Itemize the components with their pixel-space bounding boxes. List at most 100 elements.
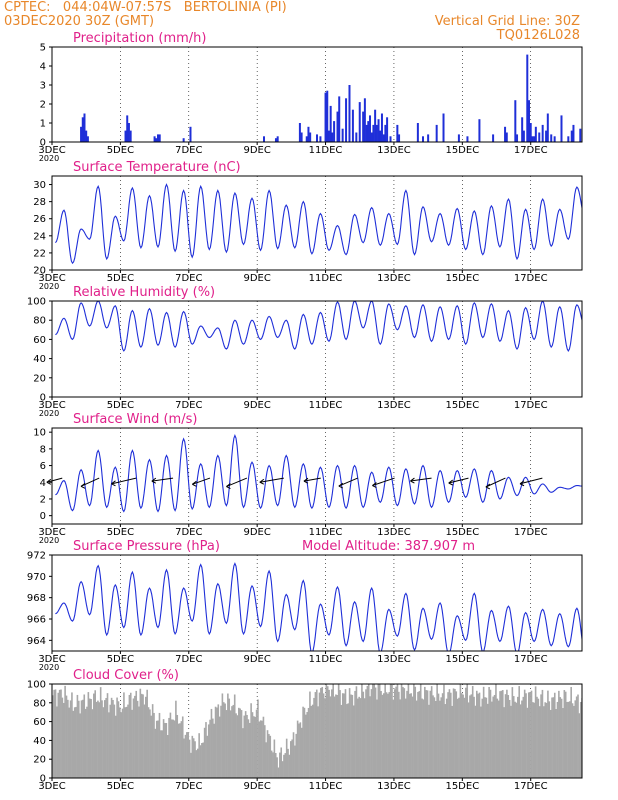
precip-bar <box>80 126 83 142</box>
precip-bar <box>86 136 89 142</box>
x-tick-label: 17DEC <box>514 273 548 284</box>
cloud-bar <box>372 684 374 778</box>
cloud-bar <box>292 732 295 778</box>
cloud-bar <box>225 710 228 778</box>
cloud-bar <box>355 686 358 778</box>
cloud-bar <box>266 730 269 778</box>
wind-arrowhead <box>192 480 197 487</box>
precip-bar <box>336 111 339 142</box>
cloud-bar <box>97 700 99 778</box>
cloud-bar <box>478 692 481 778</box>
cloud-bar <box>172 719 174 778</box>
cloud-bar <box>571 703 574 778</box>
wind-arrow <box>192 477 211 485</box>
cloud-bar <box>198 733 200 778</box>
cloud-bar <box>129 692 132 778</box>
cloud-bar <box>272 752 274 778</box>
cloud-bar <box>166 735 169 778</box>
cloud-bar <box>385 692 388 778</box>
x-tick-label: 7DEC <box>175 400 202 411</box>
cloud-bar <box>113 704 116 778</box>
cloud-bar <box>332 684 334 778</box>
cloud-bar <box>395 686 397 778</box>
cloud-bar <box>552 697 555 778</box>
cloud-bar <box>135 690 138 778</box>
cloud-bar <box>413 684 415 778</box>
cloud-bar <box>547 690 549 778</box>
cloud-bar <box>377 684 380 778</box>
cloud-bar <box>328 689 330 778</box>
x-tick-label: 9DEC <box>243 527 270 538</box>
cloud-bar <box>335 694 337 778</box>
cloud-bar <box>309 691 311 778</box>
cloud-bar <box>210 708 213 778</box>
y-tick-label: 4 <box>40 62 46 73</box>
cloud-bar <box>504 694 507 778</box>
precip-bar <box>546 113 549 142</box>
cloud-bar <box>496 698 499 778</box>
y-tick-label: 10 <box>33 428 46 439</box>
precip-bar <box>396 124 399 142</box>
cloud-bar <box>183 738 185 778</box>
cloud-bar <box>543 706 545 778</box>
panel-frame <box>51 554 583 652</box>
x-tick-label: 17DEC <box>514 654 548 665</box>
cloud-bar <box>422 699 425 778</box>
cloud-bar <box>354 690 356 778</box>
cloud-bar <box>289 741 292 778</box>
panel-cloud-cover: 0 20 40 60 80 100 3DEC 5DEC 7DEC 9DEC 11DEC 13DEC 15… <box>27 668 583 792</box>
cloud-bar <box>98 702 101 778</box>
x-tick-label: 7DEC <box>175 527 202 538</box>
x-tick-label: 11DEC <box>309 527 343 538</box>
cloud-bar <box>530 690 533 778</box>
cloud-bar <box>485 697 488 778</box>
cloud-bar <box>511 687 514 778</box>
cloud-bar <box>123 692 125 778</box>
cloud-bar <box>128 694 131 778</box>
cloud-bar <box>95 701 98 778</box>
cloud-bar <box>206 735 209 778</box>
x-tick-label: 7DEC <box>175 654 202 665</box>
cloud-bar <box>147 707 150 778</box>
cloud-bar <box>67 699 69 778</box>
panel-pressure: 964 966 968 970 972 3DEC 5DEC 7DEC 9DEC 11DEC 13DE… <box>27 539 583 672</box>
cloud-bar <box>116 697 118 778</box>
cloud-bar <box>154 728 157 778</box>
precip-bar <box>570 130 573 142</box>
cloud-bar <box>351 694 354 778</box>
precip-bar <box>298 123 301 142</box>
y-tick-label: 0 <box>40 774 46 785</box>
cloud-bar <box>188 739 191 778</box>
panel-frame <box>51 427 583 525</box>
cloud-bar <box>503 707 505 778</box>
cloud-bar <box>339 690 341 778</box>
precip-bar <box>365 124 368 142</box>
cloud-bar <box>251 712 254 778</box>
precip-bar <box>528 100 530 142</box>
x-tick-label: 7DEC <box>175 145 202 156</box>
precip-bar <box>567 136 570 142</box>
x-tick-label: 5DEC <box>107 527 134 538</box>
cloud-bar <box>533 702 536 778</box>
cloud-bar <box>562 708 564 778</box>
cloud-bar <box>180 721 183 778</box>
cloud-bar <box>212 718 214 778</box>
cloud-bar <box>257 699 259 778</box>
y-tick-label: 0 <box>40 138 46 149</box>
x-tick-label: 13DEC <box>377 781 411 792</box>
cloud-bar <box>101 700 103 778</box>
precip-bar <box>534 126 537 142</box>
panel-frame <box>51 300 583 398</box>
y-tick-label: 20 <box>33 266 46 277</box>
wind-arrow <box>448 477 469 484</box>
cloud-bar <box>551 697 553 778</box>
cloud-bar <box>146 689 148 778</box>
wind-arrowhead <box>46 478 52 485</box>
cloud-bar <box>403 688 406 778</box>
x-tick-label: 3DEC <box>38 145 65 156</box>
cloud-bar <box>214 706 217 778</box>
cloud-bar <box>269 735 272 778</box>
cloud-bar <box>232 704 235 778</box>
series-line <box>55 301 582 352</box>
